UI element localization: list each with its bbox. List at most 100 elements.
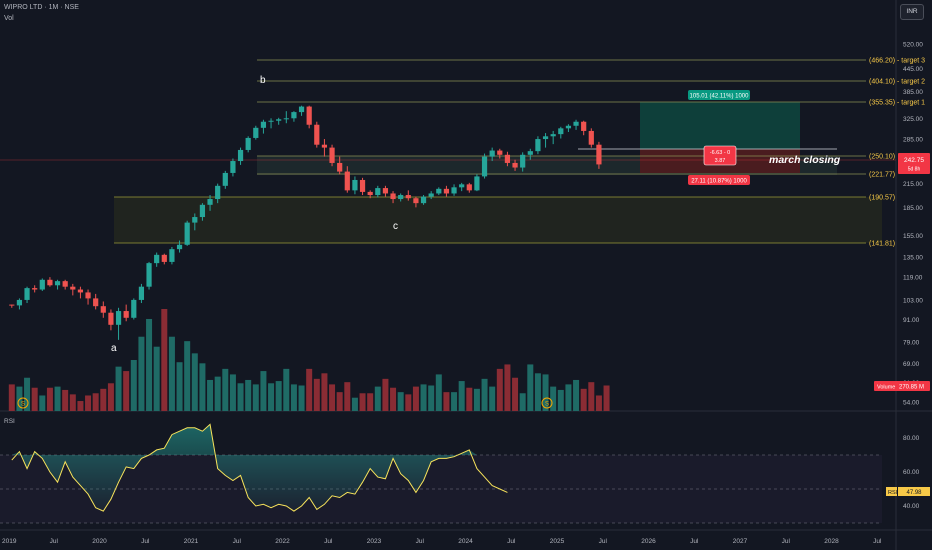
time-tick: Jul	[507, 538, 516, 545]
volume-bar	[435, 374, 442, 411]
candle-body	[344, 171, 350, 191]
currency-button[interactable]: INR	[900, 4, 924, 20]
candle-body	[39, 279, 45, 290]
volume-bar	[580, 388, 587, 411]
dividend-marker-icon: S	[21, 402, 25, 408]
volume-bar	[351, 397, 358, 411]
volume-bar	[519, 393, 526, 411]
volume-bar	[603, 385, 610, 411]
volume-bar	[107, 383, 114, 411]
volume-bar	[69, 394, 76, 411]
volume-indicator-title[interactable]: Vol	[4, 15, 14, 22]
candle-body	[550, 134, 556, 137]
candle-body	[390, 193, 396, 200]
candle-body	[131, 299, 137, 318]
volume-bar	[473, 388, 480, 411]
candle-body	[474, 176, 480, 191]
volume-bar	[397, 392, 404, 411]
candle-body	[291, 112, 297, 119]
volume-bar	[512, 377, 519, 411]
wave-label-c: c	[393, 221, 398, 232]
rsi-title: RSI	[4, 418, 15, 425]
price-tick: 91.00	[903, 317, 920, 324]
volume-bar	[153, 346, 160, 411]
candle-body	[565, 125, 572, 129]
volume-bar	[275, 381, 282, 411]
candle-body	[176, 244, 183, 250]
volume-bar	[184, 341, 191, 411]
volume-bar	[62, 389, 69, 411]
position-center-badge[interactable]	[703, 145, 737, 166]
position-center-label-2: 3.87	[715, 158, 726, 164]
volume-badge-label: Volume	[877, 385, 895, 391]
rsi-value-badge	[898, 487, 930, 496]
price-tick: 79.00	[903, 339, 920, 346]
time-tick: 2024	[458, 538, 473, 545]
price-tick: 103.00	[903, 297, 923, 304]
candle-body	[24, 288, 30, 300]
symbol-title[interactable]: WIPRO LTD · 1M · NSE	[4, 4, 79, 11]
candle-body	[382, 188, 389, 194]
candle-body	[405, 195, 411, 199]
candle-body	[245, 137, 251, 150]
candle-body	[329, 147, 335, 163]
candle-body	[276, 119, 282, 121]
level-label: (221.77)	[869, 172, 895, 179]
level-label: (141.81)	[869, 241, 895, 248]
candle-body	[375, 188, 381, 196]
time-tick: Jul	[690, 538, 699, 545]
volume-bar	[8, 384, 15, 411]
volume-bar	[31, 387, 38, 411]
candle-body	[466, 184, 472, 191]
time-tick: 2023	[367, 538, 382, 545]
candle-body	[268, 120, 274, 122]
candle-body	[16, 299, 23, 306]
candle-body	[32, 288, 38, 290]
candle-body	[260, 121, 267, 128]
loss-badge	[688, 175, 750, 185]
candle-body	[398, 195, 404, 200]
time-tick: Jul	[233, 538, 242, 545]
dividend-marker-icon[interactable]	[541, 397, 553, 409]
candle-body	[436, 188, 442, 194]
time-tick: 2022	[275, 538, 290, 545]
time-tick: 2025	[550, 538, 565, 545]
volume-bar	[336, 392, 343, 411]
volume-bar	[306, 368, 313, 411]
candle-body	[527, 151, 533, 155]
volume-bar	[214, 376, 221, 411]
volume-bar	[588, 382, 595, 411]
volume-bar	[123, 371, 130, 411]
candle-body	[497, 150, 503, 155]
price-tick: 445.00	[903, 66, 923, 73]
volume-bar	[489, 386, 496, 411]
level-label: (250.10)	[869, 154, 895, 161]
candle-body	[443, 188, 450, 194]
volume-bar	[39, 395, 46, 411]
volume-bar	[405, 394, 412, 411]
dividend-marker-icon[interactable]	[17, 397, 29, 409]
candle-countdown: 5d 8h	[908, 167, 921, 173]
volume-bar	[374, 386, 381, 411]
candle-body	[314, 124, 320, 145]
position-center-label-1: -6.63 - 0	[710, 150, 730, 156]
profit-badge	[688, 90, 750, 100]
candle-body	[184, 222, 190, 245]
volume-bar	[481, 378, 488, 411]
candle-body	[535, 139, 541, 152]
rsi-tag-text: RSI	[888, 490, 898, 496]
volume-bar	[466, 387, 473, 411]
volume-bar	[138, 336, 145, 411]
candle-body	[85, 292, 91, 299]
volume-bar	[321, 373, 328, 411]
volume-bar	[344, 382, 351, 411]
candles	[9, 105, 602, 340]
rsi-overbought-fill	[11, 424, 477, 512]
candle-body	[62, 281, 68, 287]
candle-body	[123, 311, 129, 318]
wave-label-a: a	[111, 343, 117, 354]
candle-body	[581, 121, 587, 131]
candle-body	[588, 130, 594, 145]
time-tick: 2027	[733, 538, 748, 545]
